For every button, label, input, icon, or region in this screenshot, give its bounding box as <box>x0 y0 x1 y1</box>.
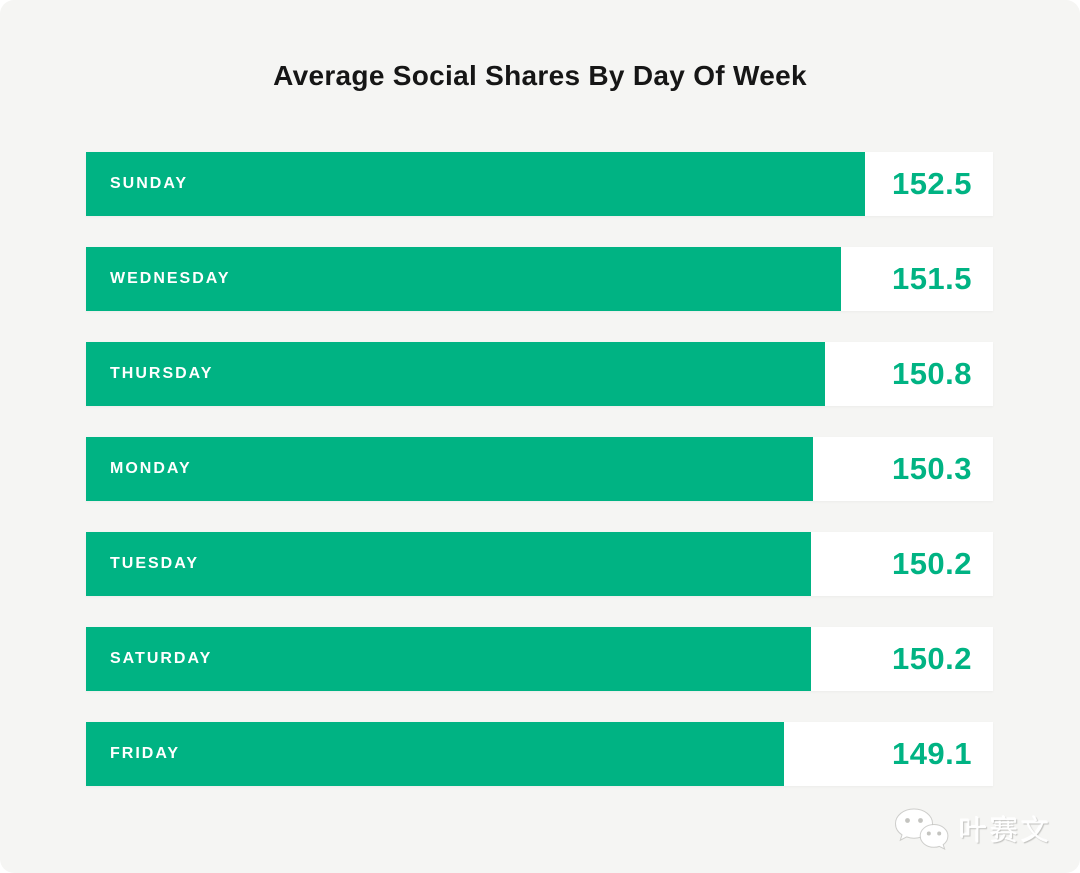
chart-title: Average Social Shares By Day Of Week <box>273 60 807 91</box>
value-label: 149.1 <box>891 736 973 771</box>
bar-row: SUNDAY 152.5 <box>86 152 993 216</box>
wechat-icon <box>894 808 949 850</box>
bar-row: MONDAY 150.3 <box>86 437 993 501</box>
bar: SUNDAY <box>86 152 866 216</box>
value-label: 150.8 <box>891 356 973 391</box>
watermark: 叶赛文 <box>893 807 1052 851</box>
category-label: SUNDAY <box>110 175 189 192</box>
value-label: 150.2 <box>891 546 973 581</box>
category-label: FRIDAY <box>110 745 181 762</box>
bar: TUESDAY <box>86 532 811 596</box>
value-label: 151.5 <box>891 261 973 296</box>
bar-row: THURSDAY 150.8 <box>86 342 993 406</box>
bar-row: SATURDAY 150.2 <box>86 627 993 691</box>
category-label: THURSDAY <box>110 365 214 382</box>
value-label: 150.3 <box>891 451 973 486</box>
bar: FRIDAY <box>86 722 785 786</box>
bar-chart: SUNDAY 152.5 WEDNESDAY 151.5 THURSDAY 150.8 MO… <box>86 152 993 786</box>
bar-row: TUESDAY 150.2 <box>86 532 993 596</box>
bar-row: WEDNESDAY 151.5 <box>86 247 993 311</box>
category-label: SATURDAY <box>110 650 213 667</box>
watermark-text: 叶赛文 <box>958 815 1052 846</box>
bar: WEDNESDAY <box>86 247 842 311</box>
category-label: MONDAY <box>110 460 192 477</box>
bar: SATURDAY <box>86 627 811 691</box>
category-label: WEDNESDAY <box>110 270 231 287</box>
value-label: 152.5 <box>891 166 973 201</box>
value-label: 150.2 <box>891 641 973 676</box>
bar: THURSDAY <box>86 342 825 406</box>
bar-row: FRIDAY 149.1 <box>86 722 993 786</box>
category-label: TUESDAY <box>110 555 199 572</box>
bar: MONDAY <box>86 437 813 501</box>
